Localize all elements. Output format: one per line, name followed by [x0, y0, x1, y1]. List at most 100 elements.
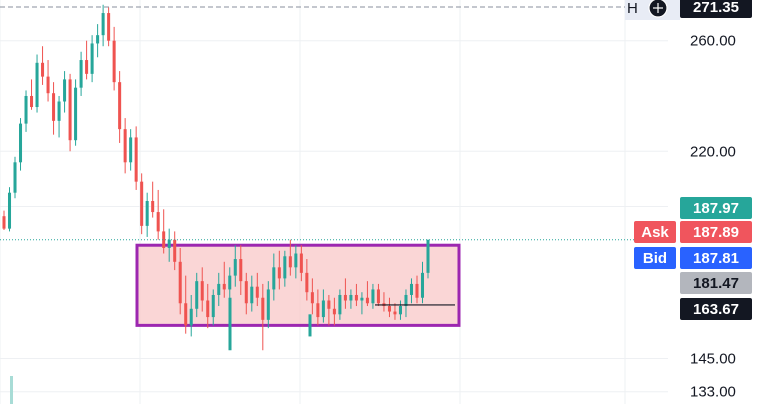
ask-tag-badge	[634, 221, 676, 243]
candle-body-34	[189, 308, 193, 326]
candle-body-8	[46, 76, 50, 94]
candle-body-45	[250, 286, 254, 304]
candle-body-7	[41, 62, 45, 77]
candle-body-47	[261, 297, 265, 320]
candle-body-13	[74, 87, 78, 141]
candle-body-59	[327, 300, 331, 309]
candle-body-40	[222, 283, 226, 290]
gray-price-label: 181.47	[693, 275, 739, 292]
candle-body-31	[173, 239, 177, 262]
candle-body-16	[90, 43, 94, 74]
candle-body-54	[299, 253, 303, 273]
candle-body-56	[310, 292, 314, 304]
y-axis-tick-label-1: 220.00	[690, 143, 736, 160]
bid-tag-label: Bid	[643, 250, 667, 267]
black-price-badge	[680, 298, 752, 320]
bid-tag-badge	[634, 247, 676, 269]
black-price-label: 163.67	[693, 301, 739, 318]
y-axis-tick-label-4: 133.00	[690, 384, 736, 401]
candle-body-76	[420, 272, 425, 298]
candle-body-37	[206, 300, 210, 318]
candle-body-49	[272, 267, 276, 290]
candle-body-66	[365, 297, 369, 304]
candle-body-50	[277, 267, 281, 279]
last-price-badge	[680, 197, 752, 219]
top-price-badge	[680, 0, 752, 18]
candle-body-35	[195, 281, 199, 309]
candle-body-11	[63, 79, 67, 102]
candle-body-55	[305, 272, 309, 293]
spike-wick-0	[228, 297, 232, 351]
candle-body-65	[360, 297, 364, 301]
candle-body-52	[288, 256, 292, 268]
candle-body-20	[112, 40, 116, 83]
ask-price-label: 187.89	[693, 224, 739, 241]
candle-body-27	[151, 201, 155, 213]
bid-price-badge	[680, 247, 752, 269]
candle-body-25	[140, 181, 144, 226]
ask-tag-label: Ask	[641, 224, 669, 241]
candle-body-72	[398, 306, 402, 315]
top-legend-letter: H	[627, 0, 638, 17]
candle-body-9	[52, 93, 56, 121]
candle-body-61	[338, 294, 342, 315]
candle-body-21	[118, 82, 122, 130]
candle-body-38	[211, 294, 215, 318]
candle-body-12	[68, 79, 72, 141]
candle-body-67	[371, 289, 375, 304]
candle-body-43	[239, 259, 243, 282]
candle-body-44	[244, 281, 248, 304]
candle-body-71	[393, 311, 397, 315]
candle-body-32	[178, 261, 182, 304]
candle-body-5	[30, 95, 34, 108]
candle-body-36	[200, 281, 204, 301]
bid-price-label: 187.81	[693, 250, 739, 267]
candle-body-68	[376, 289, 380, 304]
candle-body-0	[2, 216, 6, 229]
candle-body-62	[343, 294, 347, 301]
candle-body-53	[294, 253, 298, 268]
candle-body-3	[19, 123, 23, 163]
candle-body-4	[24, 95, 28, 124]
top-price-label: 271.35	[693, 0, 739, 16]
candle-body-33	[184, 303, 188, 326]
candle-body-73	[404, 294, 408, 307]
candle-body-48	[266, 289, 270, 320]
candle-body-29	[162, 231, 166, 248]
volume-bar	[10, 376, 13, 404]
candle-body-60	[332, 308, 336, 315]
candle-body-18	[101, 13, 105, 36]
candle-body-51	[283, 256, 287, 279]
range-box	[135, 243, 461, 327]
candle-body-58	[321, 300, 325, 318]
candle-body-74	[409, 283, 413, 295]
candle-body-2	[13, 162, 17, 193]
candle-body-15	[85, 60, 89, 74]
last-price-label: 187.97	[693, 200, 739, 217]
candle-body-64	[354, 294, 358, 301]
candle-body-6	[35, 62, 39, 108]
candle-body-28	[156, 212, 160, 232]
candle-body-42	[233, 259, 237, 276]
candle-body-26	[145, 201, 149, 226]
candle-body-57	[316, 303, 320, 318]
y-axis-tick-label-0: 260.00	[690, 33, 736, 50]
candle-body-23	[129, 137, 133, 163]
candle-body-46	[255, 286, 259, 298]
ask-price-badge	[680, 221, 752, 243]
candle-body-39	[217, 283, 221, 295]
candle-body-22	[123, 129, 127, 163]
candle-body-24	[134, 137, 138, 182]
candle-body-30	[167, 239, 171, 248]
candle-body-14	[79, 60, 83, 88]
candle-body-1	[7, 192, 12, 229]
candle-body-19	[107, 13, 111, 41]
y-axis-tick-label-3: 145.00	[690, 351, 736, 368]
candle-body-41	[228, 275, 232, 290]
candle-body-63	[349, 294, 353, 301]
spike-wick-1	[308, 314, 312, 337]
candle-body-77	[426, 239, 430, 273]
candle-body-10	[57, 101, 61, 121]
